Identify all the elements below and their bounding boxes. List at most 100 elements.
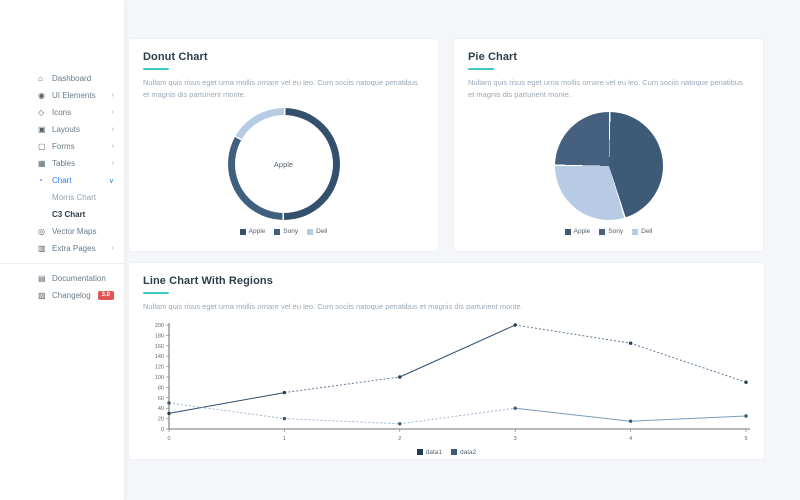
sidebar-item-ui-elements[interactable]: ◉ UI Elements ›: [0, 87, 124, 104]
layouts-icon: ▣: [38, 125, 46, 134]
legend-item-apple[interactable]: Apple: [239, 228, 266, 236]
legend-label: data2: [460, 448, 477, 456]
svg-text:60: 60: [158, 395, 164, 401]
svg-text:5: 5: [744, 436, 747, 442]
vector-maps-icon: ◎: [38, 227, 45, 236]
legend-label: data1: [425, 448, 442, 456]
legend-swatch: [632, 228, 639, 235]
svg-text:180: 180: [155, 333, 164, 339]
card-title: Pie Chart: [468, 51, 518, 63]
sidebar-item-label: Tables: [52, 159, 76, 168]
legend-item-apple[interactable]: Apple: [564, 228, 590, 235]
sidebar-item-vector-maps[interactable]: ◎ Vector Maps: [0, 223, 124, 240]
legend-swatch: [274, 228, 281, 235]
donut-chart-card: Donut Chart Nullam quis risus eget urna …: [128, 38, 439, 252]
pie-chart[interactable]: [554, 112, 663, 221]
legend-item-data1[interactable]: data1: [416, 448, 442, 456]
chevron-right-icon: ›: [111, 92, 114, 99]
legend-label: Dell: [316, 228, 328, 236]
sidebar: ⌂ Dashboard ◉ UI Elements › ◇ Icons › ▣ …: [0, 0, 125, 500]
legend-label: Dell: [641, 228, 653, 236]
sidebar-item-label: UI Elements: [52, 91, 96, 100]
card-title: Line Chart With Regions: [143, 275, 273, 287]
title-underline: [143, 68, 169, 70]
svg-text:80: 80: [158, 385, 164, 391]
changelog-icon: ▧: [38, 291, 46, 300]
chevron-right-icon: ›: [111, 245, 114, 252]
version-badge: 3.0: [97, 290, 114, 301]
svg-text:4: 4: [629, 436, 632, 442]
svg-text:140: 140: [155, 354, 164, 360]
sidebar-item-dashboard[interactable]: ⌂ Dashboard: [0, 70, 124, 87]
card-description: Nullam quis risus eget urna mollis ornar…: [468, 78, 743, 99]
card-title: Donut Chart: [143, 51, 208, 63]
sidebar-item-forms[interactable]: ▢ Forms ›: [0, 138, 124, 155]
chevron-right-icon: ›: [111, 126, 114, 133]
title-underline: [143, 292, 169, 294]
card-description: Nullam quis risus eget urna mollis ornar…: [143, 302, 523, 311]
sidebar-item-label: Layouts: [52, 125, 81, 134]
chevron-right-icon: ›: [111, 109, 114, 116]
chevron-right-icon: ›: [111, 160, 114, 167]
sidebar-item-label: Documentation: [52, 274, 106, 283]
sidebar-item-extra-pages[interactable]: ▥ Extra Pages ›: [0, 240, 124, 257]
line-chart[interactable]: 0 20 40 60 80 100 120 140 160 180 200 0 1 2 3 4 5: [143, 319, 752, 449]
sidebar-item-label: Forms: [52, 142, 75, 151]
svg-text:2: 2: [398, 436, 401, 442]
sidebar-item-changelog[interactable]: ▧ Changelog 3.0: [0, 287, 124, 304]
sidebar-subitem-morris-chart[interactable]: Morris Chart: [0, 189, 124, 206]
donut-chart-legend: Apple Sony Dell: [239, 228, 327, 236]
legend-item-sony[interactable]: Sony: [274, 228, 298, 235]
svg-text:160: 160: [155, 343, 164, 349]
dashboard-icon: ⌂: [38, 74, 43, 83]
sidebar-item-layouts[interactable]: ▣ Layouts ›: [0, 121, 124, 138]
sidebar-subitem-label: C3 Chart: [52, 210, 86, 219]
chevron-down-icon: ∨: [108, 177, 114, 185]
ui-elements-icon: ◉: [38, 91, 45, 100]
legend-swatch: [599, 228, 606, 235]
sidebar-item-label: Vector Maps: [52, 227, 97, 236]
forms-icon: ▢: [38, 142, 46, 151]
legend-item-data2[interactable]: data2: [451, 449, 476, 456]
svg-text:3: 3: [514, 436, 517, 442]
legend-swatch: [239, 228, 246, 235]
legend-item-sony[interactable]: Sony: [599, 228, 623, 235]
legend-swatch: [451, 449, 457, 456]
donut-chart[interactable]: Apple: [227, 108, 340, 221]
legend-swatch: [307, 228, 314, 235]
sidebar-item-label: Extra Pages: [52, 244, 96, 253]
documentation-icon: ▤: [38, 274, 46, 283]
svg-text:200: 200: [155, 323, 164, 329]
svg-text:20: 20: [158, 416, 164, 422]
sidebar-item-chart[interactable]: ◔ Chart ∨: [0, 172, 124, 189]
svg-text:0: 0: [167, 436, 170, 442]
svg-text:100: 100: [155, 375, 164, 381]
donut-center-label: Apple: [234, 115, 333, 214]
svg-text:1: 1: [283, 436, 286, 442]
legend-label: Sony: [283, 228, 299, 236]
chevron-right-icon: ›: [111, 143, 114, 150]
sidebar-subitem-label: Morris Chart: [52, 193, 97, 202]
icons-icon: ◇: [38, 108, 45, 117]
legend-label: Sony: [608, 228, 624, 236]
sidebar-item-icons[interactable]: ◇ Icons ›: [0, 104, 124, 121]
line-chart-card: Line Chart With Regions Nullam quis risu…: [128, 262, 765, 460]
legend-item-dell[interactable]: Dell: [307, 228, 327, 235]
card-description: Nullam quis risus eget urna mollis ornar…: [143, 78, 418, 99]
sidebar-item-label: Changelog: [52, 291, 91, 300]
title-underline: [468, 68, 494, 70]
sidebar-item-documentation[interactable]: ▤ Documentation: [0, 270, 124, 287]
sidebar-item-label: Icons: [52, 108, 72, 117]
chart-icon: ◔: [38, 176, 43, 185]
sidebar-item-tables[interactable]: ▦ Tables ›: [0, 155, 124, 172]
pie-chart-card: Pie Chart Nullam quis risus eget urna mo…: [453, 38, 764, 252]
main-content: Donut Chart Nullam quis risus eget urna …: [128, 38, 765, 460]
legend-label: Apple: [248, 228, 266, 236]
svg-text:40: 40: [158, 406, 164, 412]
legend-item-dell[interactable]: Dell: [632, 228, 652, 235]
extra-pages-icon: ▥: [38, 244, 46, 253]
line-chart-legend: data1 data2: [143, 449, 750, 456]
sidebar-subitem-c3-chart[interactable]: C3 Chart: [0, 206, 124, 223]
pie-chart-legend: Apple Sony Dell: [564, 228, 652, 235]
